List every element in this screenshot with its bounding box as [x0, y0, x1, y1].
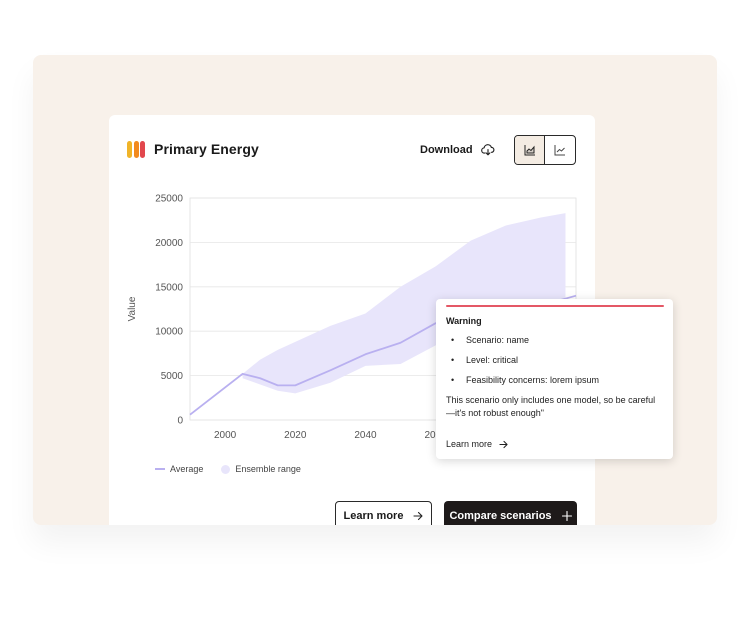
- y-tick-label: 0: [177, 416, 183, 427]
- tooltip-item-feasibility: Feasibility concerns: lorem ipsum: [446, 375, 599, 395]
- logo-icon: [127, 141, 147, 158]
- y-tick-label: 20000: [155, 238, 183, 249]
- tooltip-body: This scenario only includes one model, s…: [446, 395, 656, 418]
- x-tick-label: 2000: [214, 430, 237, 441]
- logo-bar-2: [133, 141, 139, 158]
- legend-average-label: Average: [170, 464, 204, 474]
- x-tick-label: 2040: [354, 430, 377, 441]
- chart-legend: Average Ensemble range: [155, 464, 301, 474]
- compare-scenarios-button[interactable]: Compare scenarios: [444, 501, 577, 525]
- legend-band-swatch: [221, 464, 231, 474]
- arrow-right-icon: [413, 511, 424, 521]
- y-axis-label: Value: [127, 296, 138, 321]
- arrow-right-icon: [499, 440, 508, 448]
- download-label: Download: [420, 144, 473, 156]
- tooltip-title: Warning: [446, 316, 482, 326]
- cloud-download-icon: [480, 144, 495, 156]
- plus-icon: [561, 511, 572, 521]
- learn-more-button[interactable]: Learn more: [335, 501, 432, 525]
- ensemble-range-band: [242, 213, 566, 394]
- legend-average: Average: [155, 464, 203, 474]
- logo-bar-1: [127, 141, 132, 158]
- x-tick-label: 2060: [425, 430, 448, 441]
- x-tick-label: 2020: [284, 430, 307, 441]
- tooltip-item-scenario: Scenario: name: [446, 335, 599, 355]
- y-tick-label: 5000: [161, 371, 184, 382]
- logo-bar-3: [140, 141, 145, 158]
- tooltip-item-level: Level: critical: [446, 355, 599, 375]
- compare-label: Compare scenarios: [449, 510, 552, 522]
- primary-energy-chart: 0 5000 10000 15000 20000 25000 2000 2020 2040 206…: [127, 194, 577, 441]
- legend-line-swatch: [155, 468, 165, 470]
- tooltip-learn-more-link[interactable]: Learn more: [446, 439, 508, 449]
- learn-more-label: Learn more: [343, 510, 404, 522]
- area-chart-toggle[interactable]: [515, 136, 546, 164]
- tooltip-list: Scenario: name Level: critical Feasibili…: [446, 335, 599, 395]
- view-toggle: [514, 135, 576, 165]
- y-tick-label: 15000: [155, 282, 183, 293]
- y-tick-label: 25000: [155, 194, 183, 205]
- legend-ensemble-range: Ensemble range: [221, 464, 301, 474]
- warning-tooltip: Warning Scenario: name Level: critical F…: [436, 299, 673, 459]
- line-chart-icon: [554, 145, 565, 156]
- page-title: Primary Energy: [154, 141, 259, 157]
- line-chart-toggle[interactable]: [545, 136, 575, 164]
- download-button[interactable]: Download: [420, 140, 495, 160]
- legend-ensemble-label: Ensemble range: [235, 464, 301, 474]
- tooltip-accent-bar: [446, 305, 664, 307]
- area-chart-icon: [524, 145, 535, 156]
- y-tick-label: 10000: [155, 327, 183, 338]
- tooltip-link-label: Learn more: [446, 439, 493, 449]
